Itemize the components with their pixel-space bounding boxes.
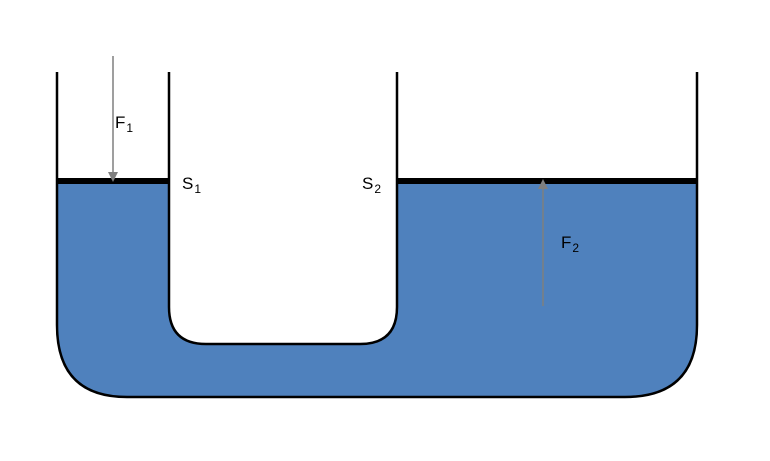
vessel-outer-wall [55, 72, 699, 399]
area-label-left: S1 [182, 174, 201, 196]
force-label-left: F1 [115, 113, 133, 135]
force-label-right: F2 [561, 233, 579, 255]
vessel-inner-wall [167, 72, 399, 346]
area-label-right: S2 [362, 174, 381, 196]
fluid-body [57, 181, 697, 397]
